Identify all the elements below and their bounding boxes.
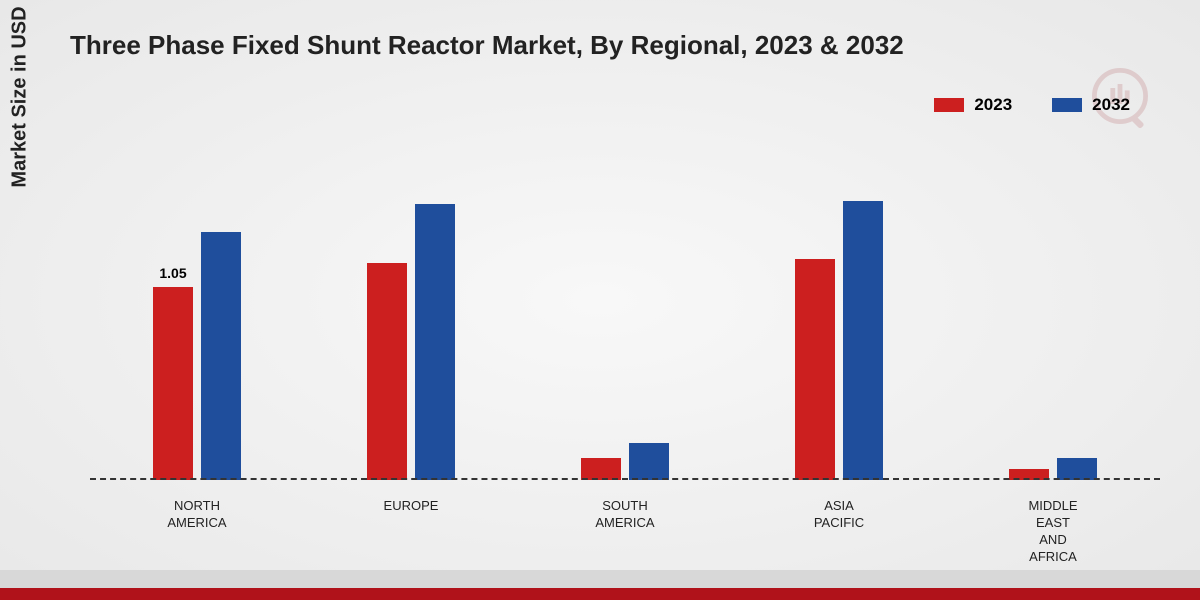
legend: 2023 2032 [934, 95, 1130, 115]
bar-group [946, 140, 1160, 480]
bar-2023 [581, 458, 621, 480]
footer-red-bar [0, 588, 1200, 600]
legend-item-2023: 2023 [934, 95, 1012, 115]
bar-group [304, 140, 518, 480]
chart-area: 1.05 [90, 140, 1160, 480]
bar-2032 [843, 201, 883, 480]
bar-2032 [415, 204, 455, 480]
x-axis-label: EUROPE [304, 490, 518, 560]
x-axis-label: SOUTHAMERICA [518, 490, 732, 560]
bar-group: 1.05 [90, 140, 304, 480]
bar-value-label: 1.05 [159, 265, 186, 281]
bar-2032 [629, 443, 669, 480]
legend-label-2032: 2032 [1092, 95, 1130, 115]
legend-swatch-2023 [934, 98, 964, 112]
bar-2023: 1.05 [153, 287, 193, 480]
y-axis-label: Market Size in USD Billion [9, 0, 32, 188]
bar-2023 [795, 259, 835, 480]
x-axis-label: NORTHAMERICA [90, 490, 304, 560]
bar-groups: 1.05 [90, 140, 1160, 480]
bar-2032 [1057, 458, 1097, 480]
x-axis-label: ASIAPACIFIC [732, 490, 946, 560]
legend-item-2032: 2032 [1052, 95, 1130, 115]
legend-label-2023: 2023 [974, 95, 1012, 115]
legend-swatch-2032 [1052, 98, 1082, 112]
bar-group [518, 140, 732, 480]
baseline [90, 478, 1160, 480]
bar-2023 [367, 263, 407, 480]
chart-title: Three Phase Fixed Shunt Reactor Market, … [70, 30, 904, 61]
x-axis-label: MIDDLEEASTANDAFRICA [946, 490, 1160, 560]
bar-2032 [201, 232, 241, 480]
x-axis-labels: NORTHAMERICAEUROPESOUTHAMERICAASIAPACIFI… [90, 490, 1160, 560]
bar-group [732, 140, 946, 480]
footer-grey-bar [0, 570, 1200, 588]
